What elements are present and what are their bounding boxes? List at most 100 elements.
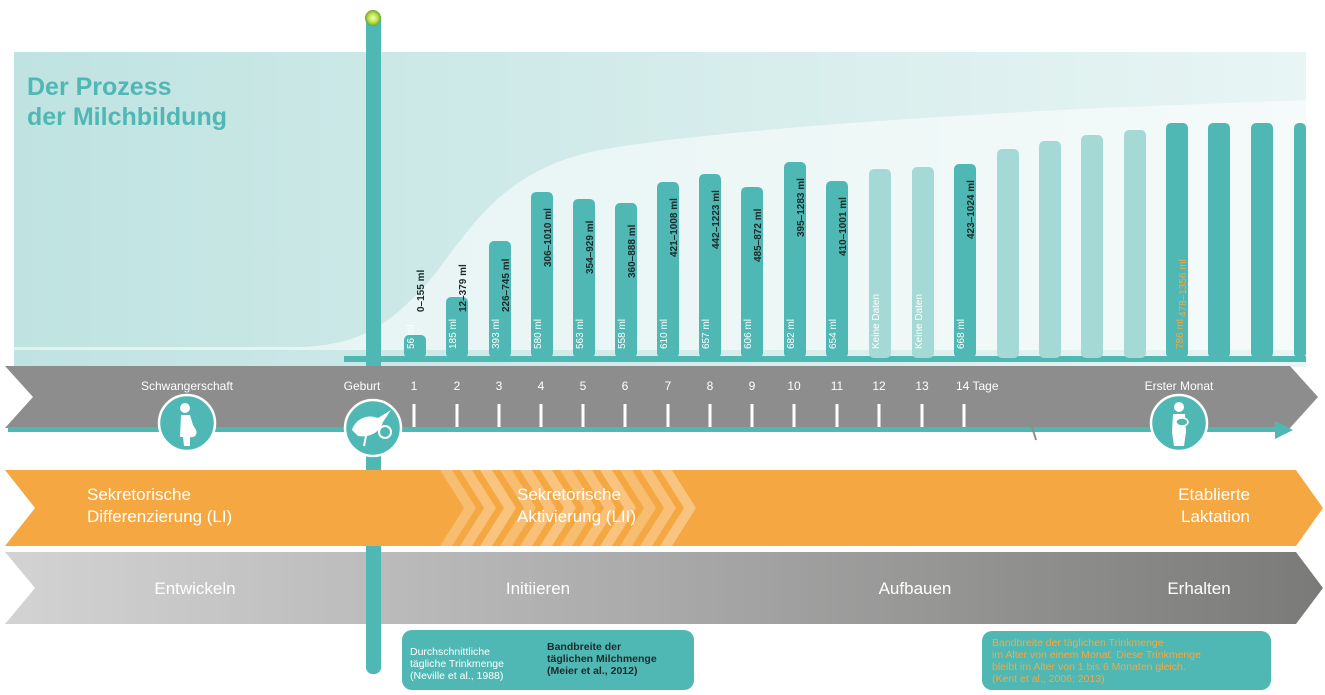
activation-chevron xyxy=(540,470,576,546)
day-tick xyxy=(835,404,839,428)
activation-chevrons xyxy=(440,470,696,546)
month-bar xyxy=(997,149,1019,358)
day-label: 13 xyxy=(915,379,929,393)
day-label: 7 xyxy=(665,379,672,393)
day-label: 10 xyxy=(787,379,801,393)
stork-baby-icon xyxy=(343,398,403,458)
activation-chevron xyxy=(660,470,696,546)
bar-average-label: 606 ml xyxy=(743,319,754,349)
title-line1: Der Prozess xyxy=(27,73,172,101)
bar-group: 56 ml 0–155 ml 185 ml 12–379 ml 393 ml 226–74… xyxy=(404,123,1306,358)
bar-average-label: 563 ml xyxy=(575,319,586,349)
timeline-arrow-line xyxy=(8,427,1278,432)
legend-average-line1: Durchschnittliche xyxy=(410,646,490,658)
day-tick xyxy=(581,404,585,428)
day-label: 11 xyxy=(831,379,844,393)
timeline-break xyxy=(1029,419,1037,441)
day-tick xyxy=(539,404,543,428)
legend-month-line4: (Kent et al., 2006; 2013) xyxy=(992,673,1105,685)
month-average-label: 786 ml xyxy=(1175,319,1186,349)
bar-average-label: 657 ml xyxy=(701,319,712,349)
bar-average-label: 558 ml xyxy=(617,319,628,349)
legend-month-box: Bandbreite der täglichen Trinkmenge im A… xyxy=(982,631,1271,690)
legend-month-line1: Bandbreite der täglichen Trinkmenge xyxy=(992,637,1164,649)
bar-average-label: 682 ml xyxy=(786,319,797,349)
pregnancy-label: Schwangerschaft xyxy=(141,379,234,393)
legend-daily-box: Durchschnittliche tägliche Trinkmenge (N… xyxy=(402,630,694,690)
birth-light xyxy=(365,10,381,26)
mother-with-baby-icon xyxy=(1149,393,1209,453)
bar-average-label: 393 ml xyxy=(491,319,502,349)
month-bar xyxy=(1124,130,1146,358)
legend-month-line3: bleibt im Alter von 1 bis 6 Monaten glei… xyxy=(992,661,1186,673)
bar-average-label: Keine Daten xyxy=(914,294,925,349)
legend-range: Bandbreite der täglichen Milchmenge (Mei… xyxy=(547,641,692,677)
bar-range-label: 226–745 ml xyxy=(501,258,512,312)
bar-range-label: 12–379 ml xyxy=(458,264,469,312)
day-label: 14 Tage xyxy=(956,379,999,393)
bar-range-label: 306–1010 ml xyxy=(543,208,554,267)
title-line2: der Milchbildung xyxy=(27,103,227,131)
month-bar xyxy=(1208,123,1230,358)
bar-day-6 xyxy=(615,203,637,358)
bar-day-4 xyxy=(531,192,553,358)
bar-range-label: 354–929 ml xyxy=(585,220,596,274)
bar-range-label: 423–1024 ml xyxy=(966,180,977,239)
bar-average-label: 185 ml xyxy=(448,319,459,349)
birth-line-lower xyxy=(366,546,381,674)
day-tick xyxy=(708,404,712,428)
bar-day-8 xyxy=(699,174,721,358)
bar-range-label: 421–1008 ml xyxy=(669,198,680,257)
phase-activation-line1: Sekretorische xyxy=(517,485,621,504)
day-label: 3 xyxy=(496,379,503,393)
day-label: 12 xyxy=(872,379,886,393)
bar-range-label: 485–872 ml xyxy=(753,208,764,262)
stage-entwickeln: Entwickeln xyxy=(154,579,235,598)
phase-ribbon xyxy=(5,470,1323,546)
phase-differentiation-line1: Sekretorische xyxy=(87,485,191,504)
month-bar xyxy=(1039,141,1061,358)
bar-range-label: 0–155 ml xyxy=(416,270,427,312)
stage-aufbauen: Aufbauen xyxy=(879,579,952,598)
baseline-bar xyxy=(344,356,1306,362)
day-tick xyxy=(877,404,881,428)
timeline-ribbon xyxy=(5,366,1318,428)
activation-chevron xyxy=(440,470,476,546)
day-label: 8 xyxy=(707,379,714,393)
day-label: 5 xyxy=(580,379,587,393)
bar-average-label: 654 ml xyxy=(828,319,839,349)
activation-chevron xyxy=(580,470,616,546)
page-title: Der Prozess der Milchbildung xyxy=(27,72,227,132)
bar-range-label: 360–888 ml xyxy=(627,224,638,278)
phase-differentiation-line2: Differenzierung (LI) xyxy=(87,507,232,526)
day-ticks: 1 2 3 4 5 6 7 8 9 10 11 12 13 14 Tage xyxy=(411,379,999,428)
day-tick xyxy=(666,404,670,428)
month-bar xyxy=(1251,123,1273,358)
bar-average-label: 580 ml xyxy=(533,319,544,349)
activation-chevron xyxy=(460,470,496,546)
month-range-label: 478–1356 ml xyxy=(1178,259,1189,317)
bar-day-2 xyxy=(446,297,468,358)
legend-average-line2: tägliche Trinkmenge xyxy=(410,658,504,670)
day-tick xyxy=(962,404,966,428)
day-tick xyxy=(792,404,796,428)
stage-initiieren: Initiieren xyxy=(506,579,570,598)
day-label: 4 xyxy=(538,379,545,393)
day-label: 6 xyxy=(622,379,629,393)
phase-activation-line2: Aktivierung (LII) xyxy=(517,507,636,526)
stage-ribbon xyxy=(5,552,1323,624)
birth-label: Geburt xyxy=(344,379,381,393)
month-bar xyxy=(1166,123,1188,358)
day-tick xyxy=(455,404,459,428)
legend-range-line3: (Meier et al., 2012) xyxy=(547,665,638,677)
bar-range-label: 410–1001 ml xyxy=(838,197,849,256)
day-tick xyxy=(497,404,501,428)
bar-day-7 xyxy=(657,182,679,358)
activation-chevron xyxy=(500,470,536,546)
legend-month-line2: im Alter von einem Monat. Diese Trinkmen… xyxy=(992,649,1201,661)
bar-range-label: 395–1283 ml xyxy=(796,178,807,237)
bar-day-11 xyxy=(826,181,848,358)
legend-average-line3: (Neville et al., 1988) xyxy=(410,670,504,682)
